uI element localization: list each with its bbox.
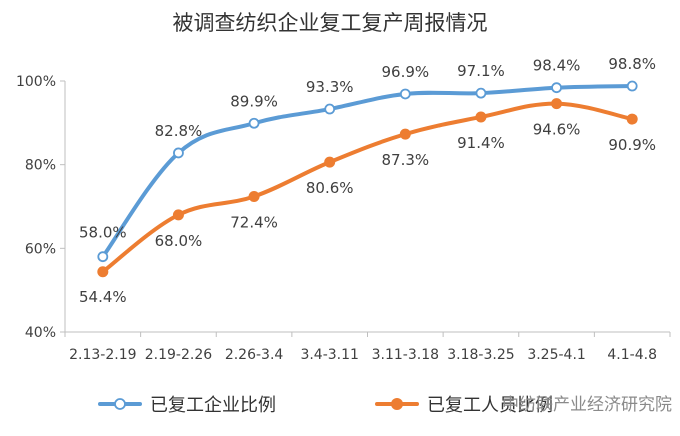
data-label: 80.6% (306, 179, 354, 197)
x-tick-label: 3.4-3.11 (300, 347, 359, 363)
legend-marker-1 (114, 398, 126, 410)
series-2-point (475, 111, 487, 123)
data-label: 98.8% (608, 55, 656, 73)
legend-marker-2 (391, 398, 403, 410)
data-label: 94.6% (533, 121, 581, 139)
data-label: 93.3% (306, 78, 354, 96)
series-1-point (97, 251, 109, 263)
data-label: 68.0% (155, 232, 203, 250)
watermark: 中纺联产业经济研究院 (502, 395, 672, 415)
series-1-point (399, 88, 411, 100)
series-1-point (173, 147, 184, 159)
series-2-point (97, 266, 109, 278)
legend-label-1: 已复工企业比例 (150, 395, 276, 416)
x-tick-label: 2.26-3.4 (225, 347, 284, 363)
data-label: 91.4% (457, 134, 505, 152)
x-tick-label: 3.25-4.1 (527, 347, 586, 363)
x-tick-label: 2.19-2.26 (145, 347, 212, 363)
y-tick-label: 60% (25, 241, 56, 257)
series-1-point (626, 80, 638, 92)
y-tick-label: 100% (16, 74, 56, 90)
series-2-point (324, 156, 336, 168)
data-label: 89.9% (230, 92, 278, 110)
series-2-point (172, 209, 184, 221)
series-2-point (399, 128, 411, 140)
legend-label-2: 已复工人员比例 (427, 395, 553, 416)
series-1-point (475, 87, 487, 99)
data-label: 58.0% (79, 224, 127, 242)
data-label: 82.8% (155, 122, 203, 140)
series-1-point (324, 103, 336, 115)
series-1-point (248, 117, 260, 129)
series-1-point (551, 82, 562, 94)
data-label: 72.4% (230, 213, 278, 231)
data-label: 87.3% (381, 151, 429, 169)
x-tick-label: 3.18-3.25 (447, 347, 514, 363)
data-label: 90.9% (608, 136, 656, 154)
data-label: 54.4% (79, 288, 127, 306)
series-2-point (248, 190, 260, 202)
data-label: 96.9% (381, 63, 429, 81)
data-label: 98.4% (533, 57, 581, 75)
x-tick-label: 3.11-3.18 (372, 347, 439, 363)
x-tick-label: 4.1-4.8 (607, 347, 657, 363)
series-2-point (626, 113, 638, 125)
chart-title: 被调查纺织企业复工复产周报情况 (173, 11, 488, 35)
data-label: 97.1% (457, 62, 505, 80)
y-tick-label: 40% (25, 325, 56, 341)
x-tick-label: 2.13-2.19 (69, 347, 136, 363)
series-2-point (551, 98, 563, 110)
y-tick-label: 80% (25, 158, 56, 174)
